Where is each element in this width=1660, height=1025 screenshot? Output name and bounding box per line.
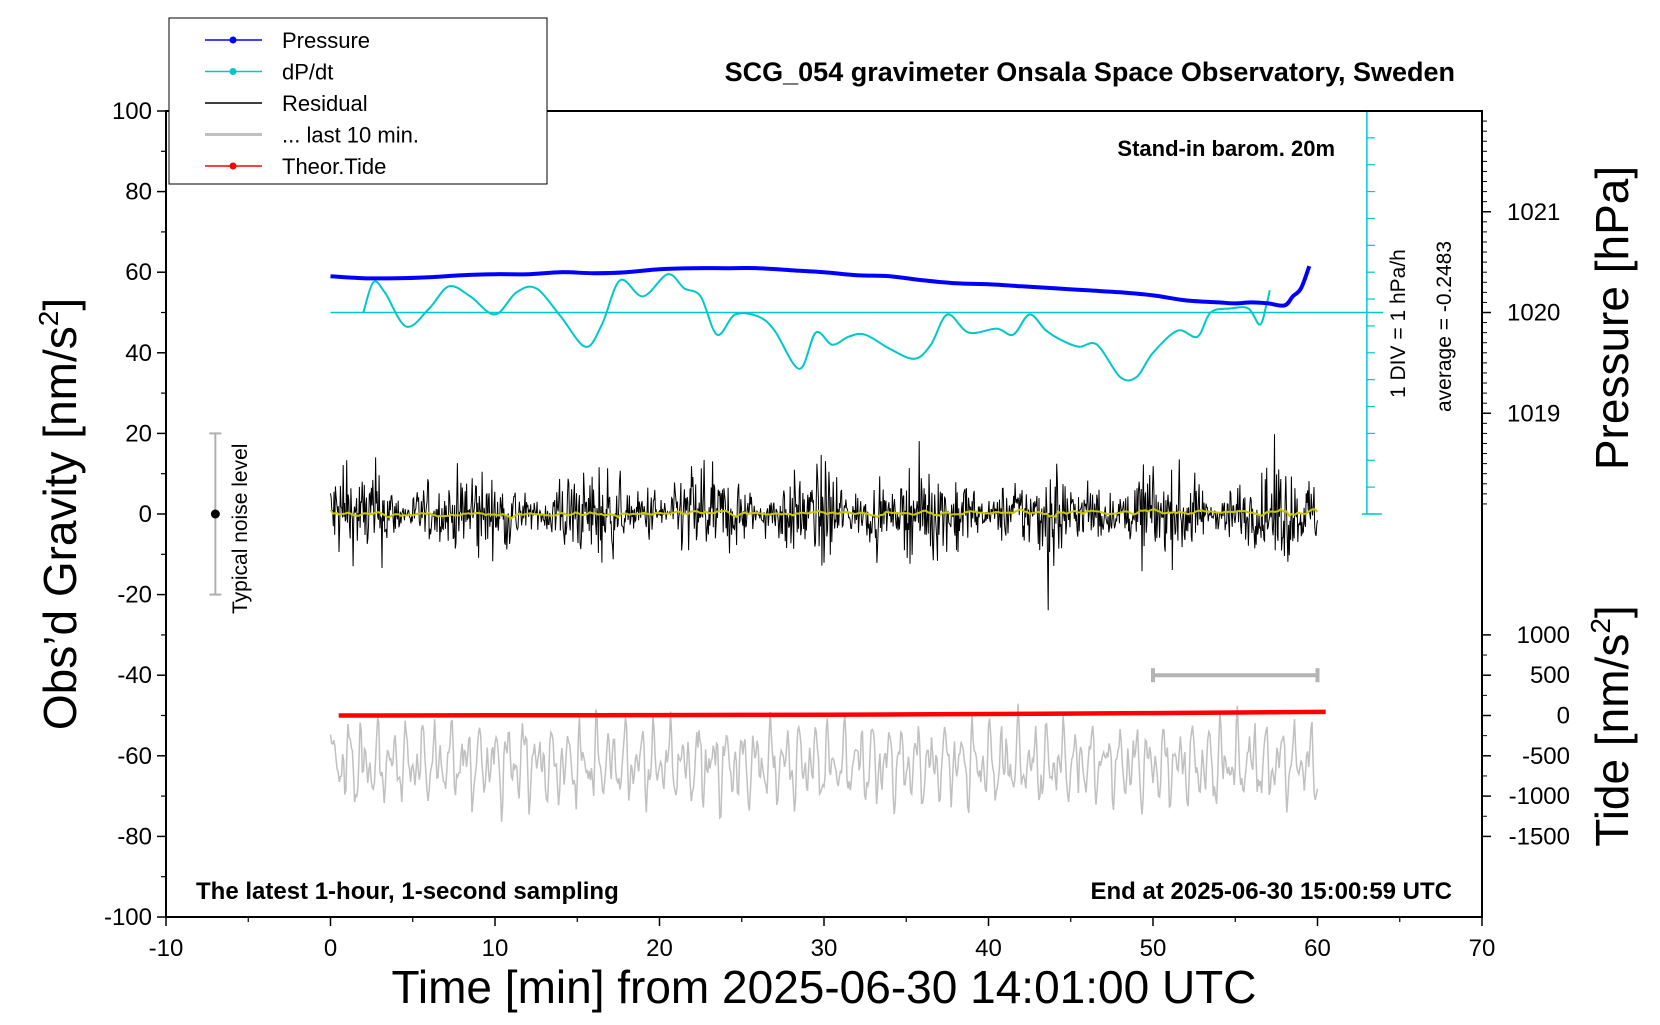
tide-tick-label: 0 [1557, 703, 1570, 730]
x-tick-label: 40 [975, 935, 1002, 962]
noise-level-label: Typical noise level [229, 444, 252, 614]
y-axis-label-main: Obs’d Gravity [nm/s [34, 326, 86, 730]
x-tick-label: 30 [811, 935, 838, 962]
legend-box [168, 17, 548, 185]
tide-tick-label: -500 [1522, 743, 1570, 770]
legend-item: Theor.Tide [205, 154, 386, 179]
legend-item: Residual [205, 91, 368, 116]
x-tick-label: 70 [1469, 935, 1496, 962]
legend-item: ... last 10 min. [205, 123, 419, 148]
x-tick-label: 60 [1304, 935, 1331, 962]
x-axis-label: Time [min] from 2025-06-30 14:01:00 UTC [392, 961, 1257, 1013]
tide-axis-label: Tide [nm/s2] [1585, 605, 1638, 846]
legend-swatch-dot [229, 36, 237, 44]
tide-line [338, 709, 1326, 718]
legend-label: Pressure [282, 28, 370, 53]
residual-smoothed-line [329, 508, 1319, 520]
end-time-note: End at 2025-06-30 15:00:59 UTC [1091, 878, 1453, 905]
chart-title: SCG_054 gravimeter Onsala Space Observat… [725, 57, 1455, 87]
x-tick-label: 20 [646, 935, 673, 962]
legend-label: Residual [282, 91, 368, 116]
legend: Pressure dP/dt Residual ... last 10 min. The… [168, 17, 548, 185]
legend-swatch-dot [229, 162, 237, 170]
pressure-tick-label: 1020 [1507, 300, 1560, 327]
y-tick-label: -40 [117, 662, 152, 689]
y-tick-label: -100 [104, 904, 152, 931]
last10-line [329, 703, 1319, 822]
y-tick-label: 40 [125, 340, 152, 367]
dpdt-line [362, 273, 1271, 382]
tide-tick-label: 500 [1530, 662, 1570, 689]
pressure-line [330, 265, 1312, 308]
axes-layer: -10 0 10 20 30 40 50 60 70-100-80-60-40-20020406… [104, 98, 1570, 962]
dpdt-average-note: average = -0.2483 [1433, 241, 1456, 412]
y-tick-label: -80 [117, 823, 152, 850]
noise-level-center [210, 509, 220, 519]
residual-line [330, 434, 1318, 611]
tide-tick-label: -1500 [1509, 823, 1570, 850]
barometer-note: Stand-in barom. 20m [1117, 136, 1335, 161]
tide-axis-label-superscript: 2 [1585, 618, 1616, 634]
series-layer [209, 110, 1384, 822]
x-tick-label: 0 [324, 935, 337, 962]
tide-axis-label-end: ] [1586, 605, 1638, 618]
y-tick-label: -20 [117, 582, 152, 609]
pressure-axis-label: Pressure [hPa] [1586, 166, 1638, 470]
y-tick-label: 0 [139, 501, 152, 528]
tide-tick-label: -1000 [1509, 783, 1570, 810]
y-tick-label: -60 [117, 743, 152, 770]
y-tick-label: 20 [125, 420, 152, 447]
legend-label: ... last 10 min. [282, 123, 419, 148]
y-axis-label-end: ] [34, 298, 86, 311]
y-axis-label: Obs’d Gravity [nm/s2] [33, 298, 86, 730]
y-tick-label: 60 [125, 259, 152, 286]
x-tick-label: 50 [1140, 935, 1167, 962]
latest-hour-note: The latest 1-hour, 1-second sampling [196, 878, 619, 905]
tide-tick-label: 1000 [1517, 622, 1570, 649]
pressure-tick-label: 1019 [1507, 400, 1560, 427]
x-tick-label: 10 [482, 935, 509, 962]
dpdt-scale-note: 1 DIV = 1 hPa/h [1387, 249, 1410, 398]
legend-label: dP/dt [282, 60, 333, 85]
legend-label: Theor.Tide [282, 154, 386, 179]
tide-axis-label-main: Tide [nm/s [1586, 634, 1638, 847]
x-tick-label: -10 [149, 935, 184, 962]
legend-item: dP/dt [205, 60, 333, 85]
y-tick-label: 80 [125, 179, 152, 206]
y-axis-label-superscript: 2 [33, 311, 64, 327]
legend-items: Pressure dP/dt Residual ... last 10 min. The… [205, 28, 419, 179]
y-tick-label: 100 [112, 98, 152, 125]
legend-item: Pressure [205, 28, 370, 53]
legend-swatch-dot [229, 68, 237, 75]
pressure-tick-label: 1021 [1507, 199, 1560, 226]
